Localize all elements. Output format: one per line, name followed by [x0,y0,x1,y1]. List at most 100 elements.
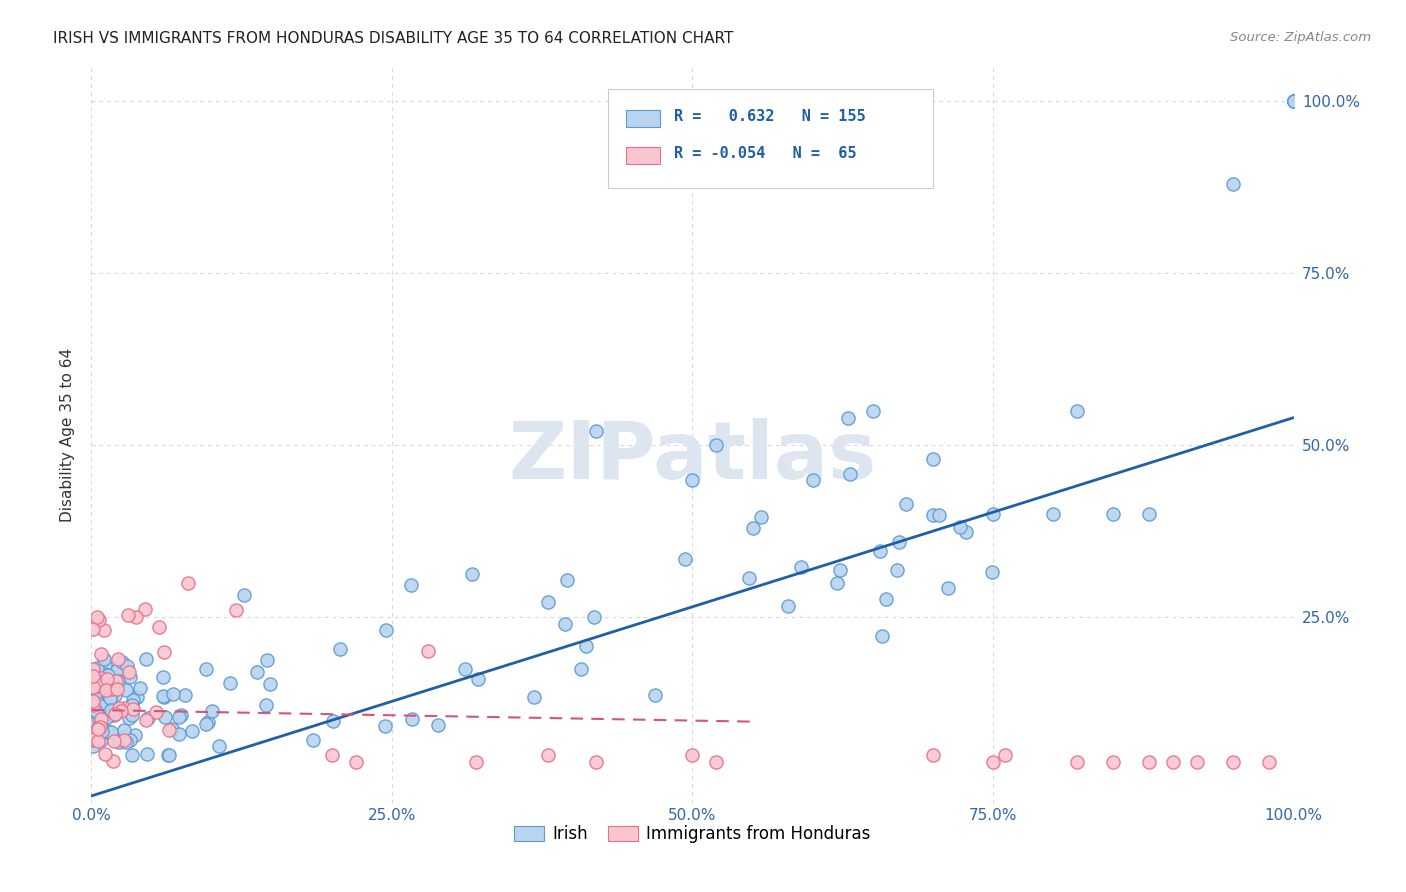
Point [1137,755,1160,769]
Point [706,755,728,769]
Point [112,733,135,747]
Point [136,711,159,725]
Point [776,599,799,614]
Point [111,655,134,669]
Point [1282,95,1305,109]
Point [96,672,118,686]
Point [94,667,117,681]
Point [790,560,813,574]
Point [181,723,204,738]
Point [93,652,115,666]
Point [115,735,138,749]
Point [955,525,977,540]
Point [981,755,1004,769]
Point [103,670,125,684]
Point [108,701,131,715]
Point [1282,95,1305,109]
Point [107,652,129,666]
Point [82,680,104,694]
Point [90,648,112,662]
Point [981,565,1004,579]
Point [938,581,960,595]
Point [82,681,104,695]
Point [569,662,592,676]
Point [233,588,256,602]
Point [89,673,111,688]
Legend: Irish, Immigrants from Honduras: Irish, Immigrants from Honduras [508,818,877,850]
Point [1258,755,1281,769]
Point [121,747,143,762]
Point [100,725,122,739]
Point [90,728,112,742]
Point [537,595,560,609]
Point [948,519,970,533]
Point [110,704,132,718]
Point [219,675,242,690]
Bar [626,146,659,164]
Point [922,508,945,522]
Point [1282,95,1305,109]
Point [122,702,145,716]
Point [94,657,117,672]
Point [737,570,759,584]
Point [922,451,945,466]
Point [91,698,114,713]
Point [100,677,122,691]
Point [82,669,104,683]
Point [416,644,439,658]
Point [87,680,110,694]
Point [1102,507,1125,521]
Point [98,690,121,705]
Text: R = -0.054   N =  65: R = -0.054 N = 65 [675,146,856,161]
Point [82,732,104,747]
Text: IRISH VS IMMIGRANTS FROM HONDURAS DISABILITY AGE 35 TO 64 CORRELATION CHART: IRISH VS IMMIGRANTS FROM HONDURAS DISABI… [53,31,734,46]
Point [93,676,115,690]
Point [83,716,105,731]
Point [104,688,127,702]
Point [94,682,117,697]
Point [108,735,131,749]
Point [96,710,118,724]
Point [104,706,127,720]
Point [1137,507,1160,521]
Point [152,670,174,684]
Point [91,673,114,688]
Point [825,575,848,590]
Point [91,700,114,714]
Point [83,677,105,691]
Point [82,739,104,753]
Point [118,733,141,747]
Point [208,739,231,753]
Point [875,592,897,607]
Point [122,693,145,707]
Point [82,622,104,636]
Point [374,623,396,637]
Point [145,706,167,720]
Point [174,688,197,702]
Point [101,702,124,716]
Point [170,707,193,722]
Point [259,677,281,691]
Point [838,467,860,481]
Point [93,623,115,637]
Point [100,706,122,720]
Point [87,720,110,734]
Point [749,510,772,524]
Text: Source: ZipAtlas.com: Source: ZipAtlas.com [1230,31,1371,45]
Point [86,661,108,675]
Point [1066,404,1088,418]
Point [585,425,607,439]
Point [1066,755,1088,769]
Point [80,671,103,685]
Point [121,698,143,713]
Point [254,698,277,712]
Point [82,662,104,676]
Point [922,747,945,762]
Point [801,473,824,487]
Point [828,563,851,577]
Bar [626,110,659,128]
Point [152,689,174,703]
Point [585,755,607,769]
Point [157,723,180,738]
Point [82,694,104,708]
